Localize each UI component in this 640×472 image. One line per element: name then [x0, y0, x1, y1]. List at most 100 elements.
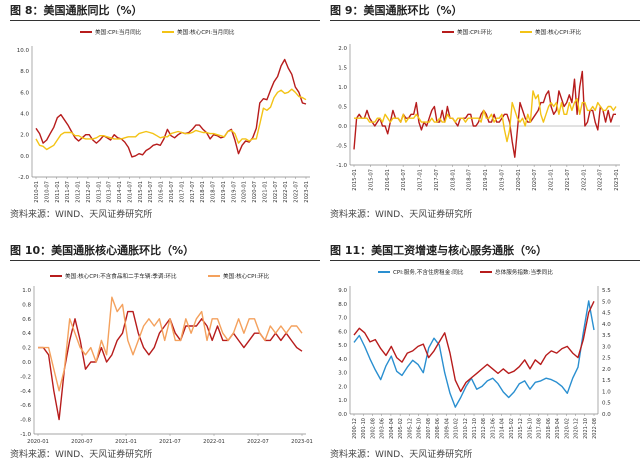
y-tick-label: 0.6 [22, 317, 31, 323]
x-tick-label: 2018-01 [450, 169, 456, 191]
x-tick-label: 2015-07 [148, 181, 154, 203]
x-tick-label: 2010-01 [34, 181, 40, 203]
y-tick-label: 7.0 [338, 316, 347, 322]
y-tick-label: 4.0 [20, 112, 29, 118]
x-tick-label: 2021-01 [549, 169, 555, 191]
x-tick-label: 2023-01 [614, 169, 620, 191]
y-tick-label: 0.5 [338, 105, 347, 111]
x-tick-label: 2022-01 [203, 439, 225, 445]
x-tick-label: 2011-07 [65, 181, 71, 203]
figure-9-rule [330, 20, 640, 21]
legend-label-2: 美国:核心CPI:当月同比 [177, 28, 235, 36]
x-tick-label: 2015-01 [352, 169, 358, 191]
figure-10-chart: 1.00.80.60.40.20.0-0.2-0.4-0.6-0.8-1.020… [20, 272, 313, 445]
x-tick-label: 2011-10 [472, 418, 478, 439]
x-tick-label: 2021-07 [565, 169, 571, 191]
x-tick-label: 2018-06 [546, 418, 552, 439]
y-tick-label: 0.2 [22, 346, 31, 352]
x-tick-label: 2014-07 [127, 181, 133, 203]
x-tick-label: 2017-01 [418, 169, 424, 191]
x-tick-label: 2020-01 [27, 439, 49, 445]
x-tick-label: 2014-04 [500, 418, 506, 439]
legend-label-1: 美国:核心CPI:不含食品和二手车辆:季调:环比 [65, 272, 177, 280]
x-tick-label: 2008-06 [435, 418, 441, 439]
y-tick-label: 0.0 [22, 360, 31, 366]
series-line-2 [354, 90, 617, 143]
y-tick-label: 2.0 [338, 384, 347, 390]
x-tick-label: 2020-07 [532, 169, 538, 191]
legend-label-1: 美国:CPI:当月同比 [95, 28, 142, 36]
x-tick-label: 2002-08 [370, 418, 376, 439]
y-tick-label: 9.0 [338, 288, 347, 294]
y-tick-label: 2.0 [338, 46, 347, 52]
x-tick-label: 2021-07 [273, 181, 279, 203]
x-tick-label: 2015-01 [138, 181, 144, 203]
y2-tick-label: 4.0 [602, 322, 611, 328]
x-tick-label: 2014-01 [117, 181, 123, 203]
figure-10-title-text: 美国通胀核心通胀环比（%） [51, 244, 195, 257]
x-tick-label: 2018-07 [467, 169, 473, 191]
y-tick-label: 0.4 [22, 331, 31, 337]
y-tick-label: -0.2 [20, 374, 31, 380]
legend-label-2: 美国:核心CPI:环比 [535, 28, 582, 36]
x-tick-label: 2021-01 [262, 181, 268, 203]
figure-11-panel: 图 11：美国工资增速与核心服务通胀（%） 9.0 8.0 7.0 6.0 5.0 4.0… [330, 242, 640, 472]
x-tick-label: 2005-02 [398, 418, 404, 439]
y-tick-label: 6.0 [20, 90, 29, 96]
y-tick-label: 0.0 [338, 412, 347, 418]
x-tick-label: 2019-07 [499, 169, 505, 191]
y2-tick-label: 1.5 [602, 378, 611, 384]
legend-label-1: 美国:CPI:环比 [457, 28, 492, 36]
y-tick-label: 10.0 [17, 48, 30, 54]
x-tick-label: 2022-07 [294, 181, 300, 203]
y-tick-label: 8.0 [338, 302, 347, 308]
series-line-1 [35, 58, 307, 158]
y-tick-label: 1.0 [338, 398, 347, 404]
y-tick-label: -1.0 [336, 163, 347, 169]
series-line-1 [38, 310, 303, 421]
x-tick-label: 2021-10 [583, 418, 589, 439]
x-tick-label: 2012-07 [86, 181, 92, 203]
y2-tick-label: 4.5 [602, 311, 611, 317]
y-tick-label: 8.0 [20, 69, 29, 75]
figure-11-title-text: 美国工资增速与核心服务通胀（%） [371, 244, 548, 257]
x-tick-label: 2022-08 [592, 418, 598, 439]
legend-label-2: 总体服务指数:当季同比 [495, 268, 553, 276]
x-tick-label: 2001-10 [361, 418, 367, 439]
figure-9-title: 图 9：美国通胀环比（%） [330, 2, 640, 20]
x-tick-label: 2023-01 [291, 439, 313, 445]
x-tick-label: 2017-07 [434, 169, 440, 191]
x-tick-label: 2020-12 [574, 418, 580, 439]
figure-11-chart: 9.0 8.0 7.0 6.0 5.0 4.0 3.0 2.0 1.0 0.0 5.5 5.0 4.5 4… [338, 268, 611, 439]
x-tick-label: 2023-01 [304, 181, 310, 203]
y2-tick-label: 1.0 [602, 389, 611, 395]
x-tick-label: 2016-07 [169, 181, 175, 203]
series-line-1 [353, 300, 595, 408]
y-tick-label: 0.0 [338, 124, 347, 130]
x-tick-label: 2017-08 [537, 418, 543, 439]
x-tick-label: 2022-01 [581, 169, 587, 191]
series-line-2 [38, 296, 303, 392]
figure-10-title: 图 10：美国通胀核心通胀环比（%） [10, 242, 320, 260]
x-tick-label: 2005-12 [407, 418, 413, 439]
figure-9-source: 资料来源：WIND、天风证券研究所 [330, 210, 473, 220]
x-tick-label: 2020-01 [242, 181, 248, 203]
x-tick-label: 2017-01 [179, 181, 185, 203]
x-tick-label: 2022-07 [247, 439, 269, 445]
x-tick-label: 2015-12 [518, 418, 524, 439]
series-line-2 [35, 88, 307, 151]
figure-9-number: 图 9： [330, 4, 364, 17]
x-tick-label: 2020-01 [516, 169, 522, 191]
x-tick-label: 2021-01 [115, 439, 137, 445]
figure-11-rule [330, 260, 640, 261]
y-tick-label: -0.8 [20, 418, 31, 424]
x-tick-label: 2018-01 [200, 181, 206, 203]
x-tick-label: 2007-08 [426, 418, 432, 439]
y2-tick-label: 3.5 [602, 333, 611, 339]
x-tick-label: 2010-07 [44, 181, 50, 203]
figure-10-rule [10, 260, 320, 261]
x-tick-label: 2016-01 [159, 181, 165, 203]
figure-8-chart: 10.0 8.0 6.0 4.0 2.0 0.0 -2.0 2010-01 2010-07 201… [17, 28, 310, 203]
x-tick-label: 2012-08 [481, 418, 487, 439]
x-tick-label: 2015-02 [509, 418, 515, 439]
